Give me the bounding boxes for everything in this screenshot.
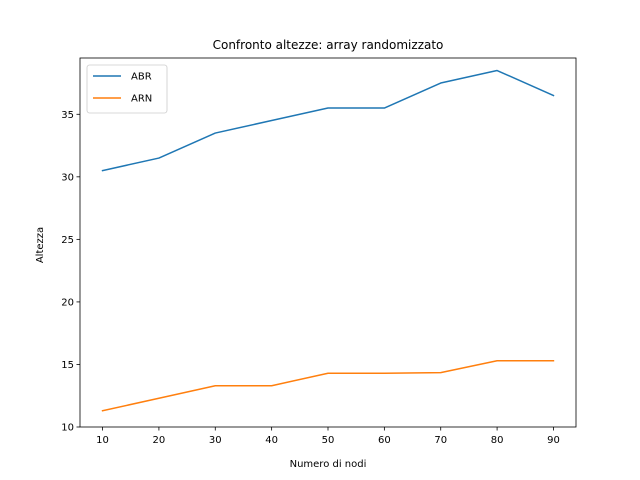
x-tick-label: 70 <box>434 435 447 446</box>
x-tick-label: 20 <box>153 435 166 446</box>
y-tick-label: 20 <box>61 298 74 309</box>
x-tick-label: 50 <box>322 435 335 446</box>
chart-title: Confronto altezze: array randomizzato <box>213 38 444 52</box>
x-tick-label: 10 <box>96 435 109 446</box>
x-tick-label: 30 <box>209 435 222 446</box>
y-tick-label: 10 <box>61 423 74 434</box>
x-tick-label: 90 <box>547 435 560 446</box>
legend: ABR ARN <box>86 64 168 114</box>
y-axis-label: Altezza <box>35 227 46 263</box>
series-line-abr <box>101 69 555 172</box>
y-tick-label: 15 <box>61 360 74 371</box>
x-axis-label: Numero di nodi <box>290 459 367 470</box>
x-tick-label: 80 <box>491 435 504 446</box>
series-lines <box>101 69 555 412</box>
x-tick-label: 40 <box>265 435 278 446</box>
y-tick-label: 30 <box>61 172 74 183</box>
y-tick-label: 35 <box>61 110 74 121</box>
legend-box <box>86 64 168 114</box>
x-axis: 10 20 30 40 50 60 70 80 90 <box>96 427 560 446</box>
series-line-arn <box>101 359 555 412</box>
legend-label-abr: ABR <box>131 72 152 83</box>
y-axis: 10 15 20 25 30 35 <box>61 110 80 434</box>
legend-label-arn: ARN <box>131 94 152 105</box>
x-tick-label: 60 <box>378 435 391 446</box>
y-tick-label: 25 <box>61 235 74 246</box>
axes-frame <box>79 57 577 428</box>
